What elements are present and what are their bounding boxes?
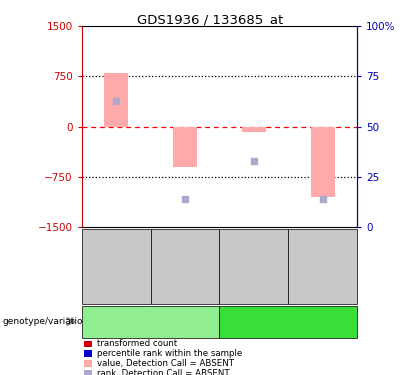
Bar [242,127,266,132]
Text: value, Detection Call = ABSENT: value, Detection Call = ABSENT [97,359,234,368]
Text: rank, Detection Call = ABSENT: rank, Detection Call = ABSENT [97,369,229,375]
Bar [310,127,335,197]
Text: GDS1936 / 133685_at: GDS1936 / 133685_at [137,13,283,26]
Text: percentile rank within the sample: percentile rank within the sample [97,349,242,358]
Text: GSM89498: GSM89498 [181,241,189,291]
Text: genotype/variation: genotype/variation [2,317,88,326]
Text: wild type: wild type [127,316,174,327]
Bar [173,127,197,166]
Text: transformed count: transformed count [97,339,177,348]
Text: TCR transgenic: TCR transgenic [249,316,328,327]
Text: GSM89497: GSM89497 [112,241,121,291]
Text: GSM89499: GSM89499 [249,241,258,291]
Text: GSM89500: GSM89500 [318,241,327,291]
Bar [104,73,129,127]
